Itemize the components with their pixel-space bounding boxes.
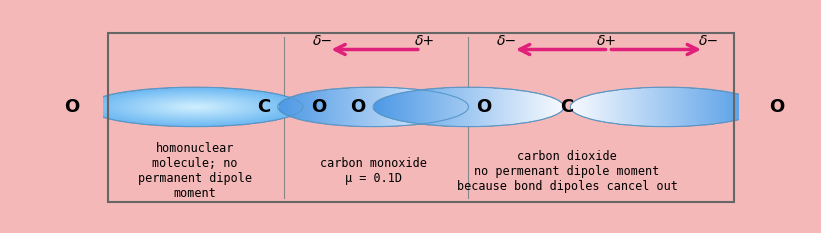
Text: O: O: [310, 98, 326, 116]
Text: δ+: δ+: [597, 34, 617, 48]
Text: O: O: [351, 98, 365, 116]
Text: δ+: δ+: [415, 34, 434, 48]
Text: O: O: [768, 98, 784, 116]
Text: carbon monoxide
μ = 0.1D: carbon monoxide μ = 0.1D: [319, 158, 426, 185]
Text: C: C: [561, 98, 574, 116]
Text: homonuclear
molecule; no
permanent dipole
moment: homonuclear molecule; no permanent dipol…: [138, 143, 252, 200]
Text: δ−: δ−: [699, 34, 719, 48]
Text: δ−: δ−: [497, 34, 516, 48]
Text: O: O: [476, 98, 491, 116]
Text: C: C: [257, 98, 270, 116]
Text: δ−: δ−: [313, 34, 333, 48]
Text: carbon dioxide
no permenant dipole moment
because bond dipoles cancel out: carbon dioxide no permenant dipole momen…: [456, 150, 677, 193]
Text: O: O: [64, 98, 79, 116]
